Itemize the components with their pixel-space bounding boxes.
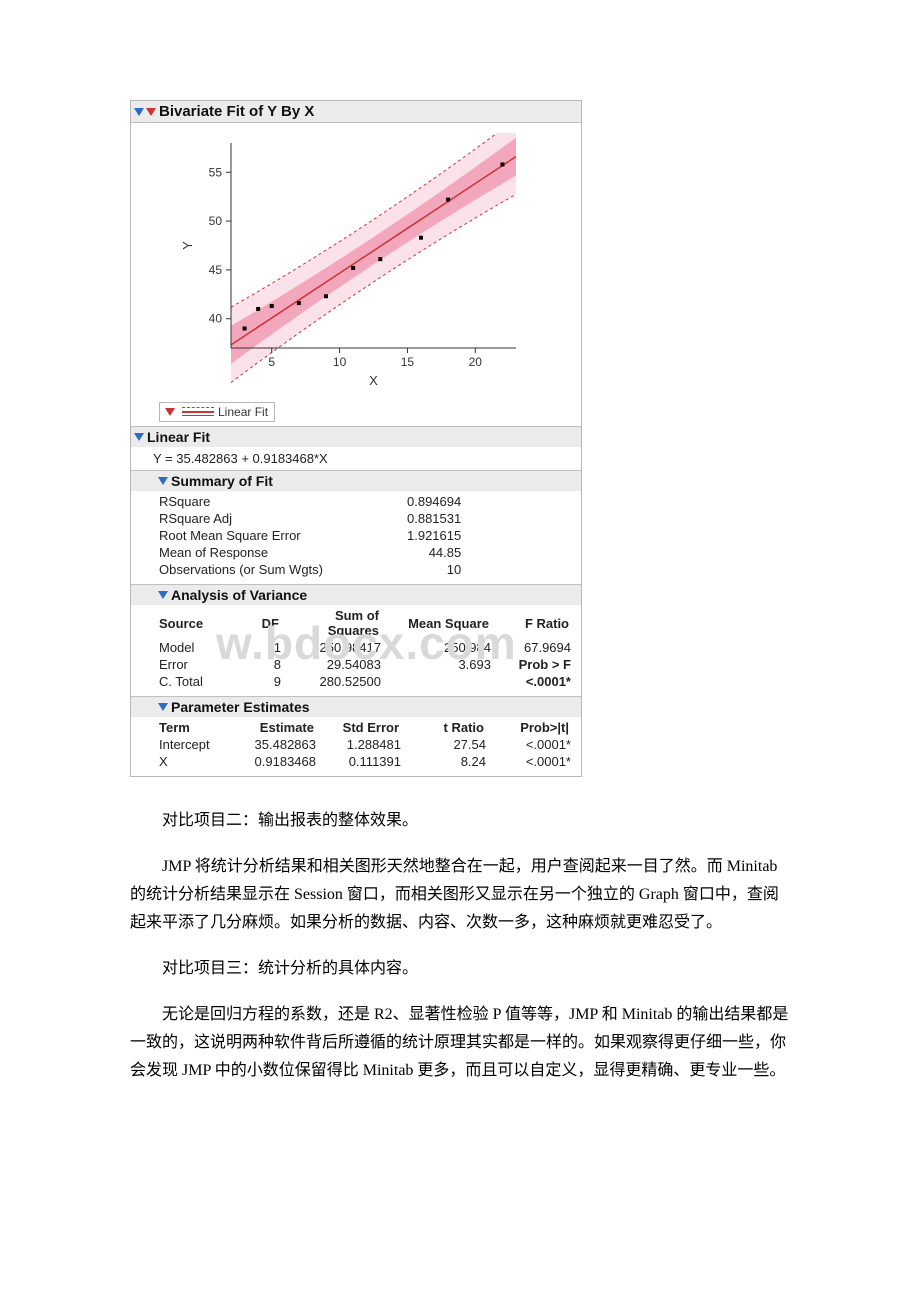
paragraph-1: 对比项目二：输出报表的整体效果。	[130, 807, 790, 835]
anova-table: SourceDFSum ofSquaresMean SquareF RatioM…	[131, 605, 581, 696]
table-row: Intercept35.4828631.28848127.54<.0001*	[159, 736, 579, 753]
section-title: Summary of Fit	[171, 473, 273, 489]
menu-icon[interactable]	[146, 108, 156, 116]
table-row: Error829.540833.693Prob > F	[159, 656, 579, 673]
summary-table: RSquare0.894694RSquare Adj0.881531Root M…	[131, 491, 581, 584]
svg-text:Y: Y	[180, 241, 195, 250]
svg-text:10: 10	[333, 355, 347, 369]
params-table: TermEstimateStd Errort RatioProb>|t|Inte…	[131, 717, 581, 776]
chart-container: 5 10 15 20 40 45 50 55 X Y	[131, 123, 581, 398]
table-row: X0.91834680.1113918.24<.0001*	[159, 753, 579, 770]
table-row: C. Total9280.52500<.0001*	[159, 673, 579, 690]
svg-text:45: 45	[209, 263, 223, 277]
disclosure-icon[interactable]	[158, 477, 168, 485]
table-row: RSquare Adj0.881531	[159, 510, 469, 527]
svg-text:20: 20	[469, 355, 483, 369]
paragraph-4: 无论是回归方程的系数，还是 R2、显著性检验 P 值等等，JMP 和 Minit…	[130, 1001, 790, 1085]
disclosure-icon[interactable]	[134, 108, 144, 116]
disclosure-icon[interactable]	[158, 703, 168, 711]
svg-text:15: 15	[401, 355, 415, 369]
legend-swatch	[182, 407, 214, 417]
disclosure-icon[interactable]	[158, 591, 168, 599]
section-title: Parameter Estimates	[171, 699, 310, 715]
summary-header[interactable]: Summary of Fit	[131, 470, 581, 491]
panel-title: Bivariate Fit of Y By X	[159, 103, 314, 120]
disclosure-icon[interactable]	[134, 433, 144, 441]
fit-formula: Y = 35.482863 + 0.9183468*X	[131, 447, 581, 470]
svg-text:5: 5	[268, 355, 275, 369]
legend-menu-icon[interactable]	[165, 408, 175, 416]
svg-text:40: 40	[209, 312, 223, 326]
paragraph-2: JMP 将统计分析结果和相关图形天然地整合在一起，用户查阅起来一目了然。而 Mi…	[130, 853, 790, 937]
legend[interactable]: Linear Fit	[159, 402, 275, 422]
table-row: Model1250.98417250.98467.9694	[159, 639, 579, 656]
panel-header[interactable]: Bivariate Fit of Y By X	[131, 101, 581, 123]
paragraph-3: 对比项目三：统计分析的具体内容。	[130, 955, 790, 983]
params-header[interactable]: Parameter Estimates	[131, 696, 581, 717]
section-title: Analysis of Variance	[171, 587, 307, 603]
table-row: RSquare0.894694	[159, 493, 469, 510]
svg-text:55: 55	[209, 165, 223, 179]
anova-header[interactable]: Analysis of Variance	[131, 584, 581, 605]
svg-text:X: X	[369, 373, 378, 388]
bivariate-panel: Bivariate Fit of Y By X 5 10 15 20 40 45 50 55 X…	[130, 100, 582, 777]
linear-fit-header[interactable]: Linear Fit	[131, 426, 581, 447]
legend-label: Linear Fit	[218, 405, 268, 419]
section-title: Linear Fit	[147, 429, 210, 445]
scatter-chart: 5 10 15 20 40 45 50 55 X Y	[176, 133, 536, 393]
svg-text:50: 50	[209, 214, 223, 228]
table-row: Mean of Response44.85	[159, 544, 469, 561]
legend-row: Linear Fit	[131, 398, 581, 426]
table-row: Root Mean Square Error1.921615	[159, 527, 469, 544]
table-row: Observations (or Sum Wgts)10	[159, 561, 469, 578]
